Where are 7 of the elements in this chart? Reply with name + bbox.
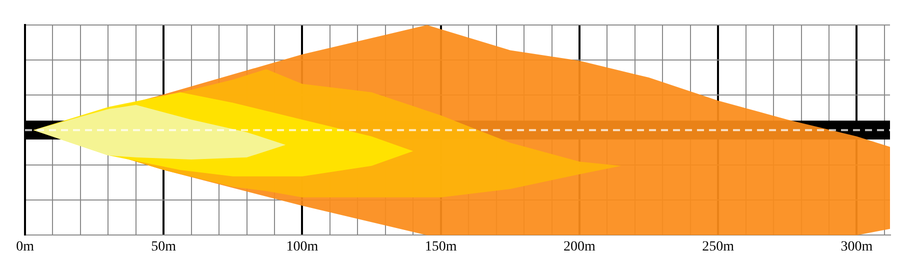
x-tick-label: 150m — [424, 239, 457, 254]
x-tick-label: 300m — [840, 239, 873, 254]
x-tick-label: 200m — [564, 239, 596, 254]
x-tick-label: 250m — [702, 239, 734, 254]
x-tick-label: 50m — [151, 239, 176, 254]
x-tick-label: 100m — [286, 239, 318, 254]
x-tick-label: 0m — [16, 239, 34, 254]
